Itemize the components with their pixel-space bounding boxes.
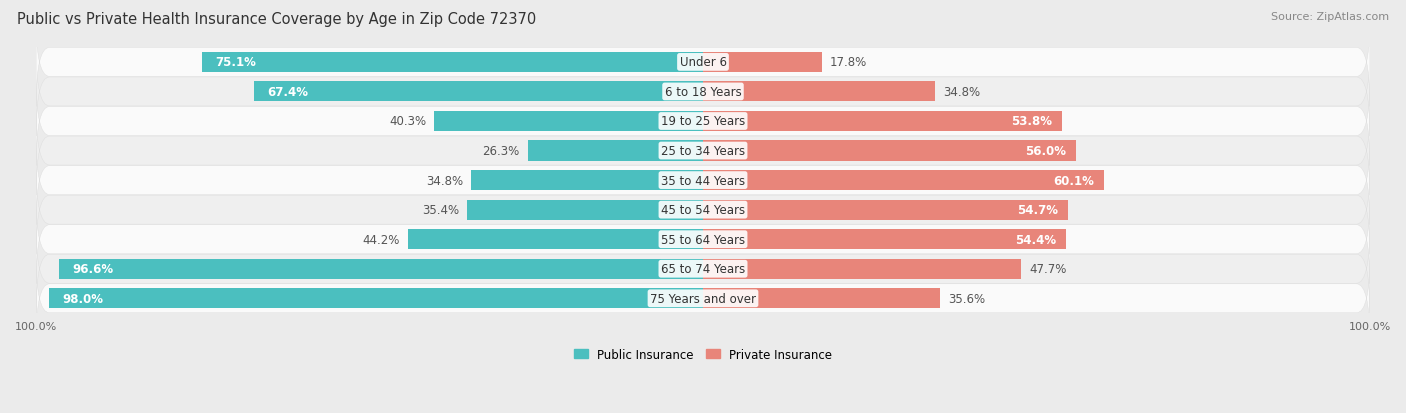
- Text: 35.4%: 35.4%: [422, 204, 458, 217]
- Legend: Public Insurance, Private Insurance: Public Insurance, Private Insurance: [569, 343, 837, 366]
- Bar: [703, 230, 1066, 249]
- Text: 98.0%: 98.0%: [63, 292, 104, 305]
- Bar: [49, 289, 703, 309]
- FancyBboxPatch shape: [37, 225, 1369, 313]
- FancyBboxPatch shape: [37, 254, 1369, 343]
- Text: 60.1%: 60.1%: [1053, 174, 1094, 187]
- Text: 35.6%: 35.6%: [949, 292, 986, 305]
- Text: 47.7%: 47.7%: [1029, 263, 1067, 275]
- Text: 75 Years and over: 75 Years and over: [650, 292, 756, 305]
- Bar: [202, 53, 703, 73]
- Bar: [703, 53, 821, 73]
- Bar: [703, 289, 941, 309]
- FancyBboxPatch shape: [37, 77, 1369, 166]
- FancyBboxPatch shape: [37, 166, 1369, 255]
- Text: 6 to 18 Years: 6 to 18 Years: [665, 86, 741, 99]
- Text: Under 6: Under 6: [679, 56, 727, 69]
- FancyBboxPatch shape: [37, 136, 1369, 225]
- Bar: [59, 259, 703, 279]
- Text: 34.8%: 34.8%: [943, 86, 980, 99]
- Text: 53.8%: 53.8%: [1011, 115, 1052, 128]
- Text: Source: ZipAtlas.com: Source: ZipAtlas.com: [1271, 12, 1389, 22]
- Text: 26.3%: 26.3%: [482, 145, 520, 158]
- Bar: [703, 141, 1077, 161]
- Bar: [703, 200, 1067, 220]
- Bar: [703, 112, 1062, 132]
- Bar: [408, 230, 703, 249]
- Text: 56.0%: 56.0%: [1025, 145, 1066, 158]
- Bar: [253, 82, 703, 102]
- FancyBboxPatch shape: [37, 195, 1369, 284]
- Text: 54.7%: 54.7%: [1017, 204, 1057, 217]
- FancyBboxPatch shape: [37, 107, 1369, 196]
- Bar: [703, 171, 1104, 191]
- Text: 45 to 54 Years: 45 to 54 Years: [661, 204, 745, 217]
- Text: 96.6%: 96.6%: [72, 263, 114, 275]
- Text: 55 to 64 Years: 55 to 64 Years: [661, 233, 745, 246]
- Bar: [527, 141, 703, 161]
- Text: 40.3%: 40.3%: [389, 115, 426, 128]
- Bar: [703, 259, 1021, 279]
- Bar: [703, 82, 935, 102]
- FancyBboxPatch shape: [37, 48, 1369, 137]
- FancyBboxPatch shape: [37, 18, 1369, 107]
- Text: Public vs Private Health Insurance Coverage by Age in Zip Code 72370: Public vs Private Health Insurance Cover…: [17, 12, 536, 27]
- Text: 54.4%: 54.4%: [1015, 233, 1056, 246]
- Text: 65 to 74 Years: 65 to 74 Years: [661, 263, 745, 275]
- Text: 17.8%: 17.8%: [830, 56, 868, 69]
- Text: 75.1%: 75.1%: [215, 56, 256, 69]
- Text: 67.4%: 67.4%: [267, 86, 308, 99]
- Bar: [471, 171, 703, 191]
- Text: 35 to 44 Years: 35 to 44 Years: [661, 174, 745, 187]
- Text: 19 to 25 Years: 19 to 25 Years: [661, 115, 745, 128]
- Bar: [434, 112, 703, 132]
- Text: 34.8%: 34.8%: [426, 174, 463, 187]
- Bar: [467, 200, 703, 220]
- Text: 44.2%: 44.2%: [363, 233, 401, 246]
- Text: 25 to 34 Years: 25 to 34 Years: [661, 145, 745, 158]
